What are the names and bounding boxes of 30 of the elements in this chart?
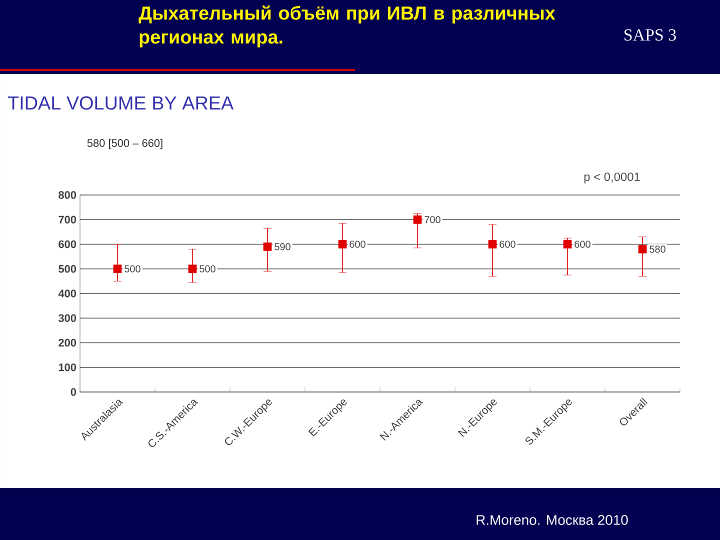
point xyxy=(563,240,572,248)
data-label: 500 xyxy=(200,265,216,272)
text: 580 [500 – 660] xyxy=(87,138,162,150)
data-label: 600 xyxy=(500,240,516,248)
point xyxy=(188,264,197,274)
data-label: 580 xyxy=(650,246,666,253)
y-tick-label: 400 xyxy=(58,290,76,298)
data-label: 600 xyxy=(350,240,366,248)
point xyxy=(113,264,122,274)
point xyxy=(263,242,272,251)
y-tick-label: 700 xyxy=(58,216,76,224)
data-label: 500 xyxy=(124,265,140,272)
y-tick-label: 500 xyxy=(58,264,76,273)
y-tick-label: 800 xyxy=(58,191,76,199)
y-tick-label: 200 xyxy=(58,338,76,347)
y-tick-label: 100 xyxy=(58,363,76,372)
text: SAPS 3 xyxy=(624,29,676,41)
point xyxy=(488,240,497,248)
chart-title: Дыхательный объём при ИВЛ в различных регионах мира. xyxy=(138,6,556,48)
y-tick-label: 300 xyxy=(58,314,76,322)
data-label: 590 xyxy=(274,243,290,250)
point xyxy=(338,240,347,248)
text: R.Moreno. Москва 2010 xyxy=(476,515,628,525)
y-tick-label: 0 xyxy=(70,388,76,396)
data-label: 600 xyxy=(574,240,590,248)
chart-subtitle: TIDAL VOLUME BY AREA xyxy=(8,96,234,110)
data-label: 700 xyxy=(424,216,440,224)
text: p < 0,0001 xyxy=(584,172,640,184)
y-tick-label: 600 xyxy=(58,240,76,248)
point xyxy=(638,244,647,254)
